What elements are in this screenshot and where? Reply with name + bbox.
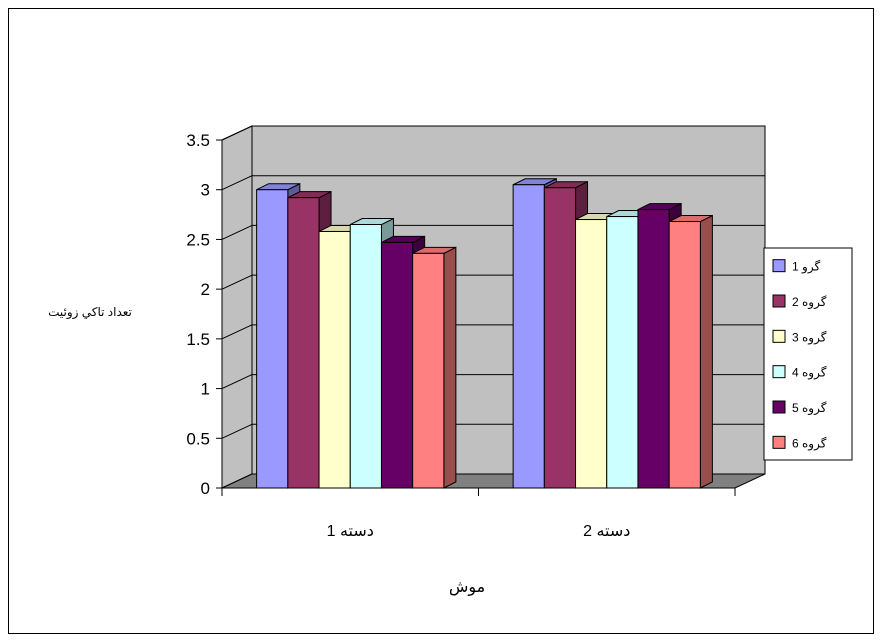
- y-tick-label: 0: [201, 479, 210, 498]
- legend-item: گرو 1: [772, 259, 820, 275]
- bar: [412, 246, 457, 489]
- y-tick-label: 3.5: [186, 131, 210, 150]
- y-tick-label: 1: [201, 380, 210, 399]
- legend-box: [763, 247, 853, 461]
- legend-swatch: [772, 365, 786, 379]
- gridline-side: [221, 423, 253, 439]
- y-tick-label: 2.5: [186, 230, 210, 249]
- legend-item: گروه 5: [772, 400, 827, 416]
- legend-label: گروه 2: [792, 295, 827, 310]
- legend-label: گرو 1: [792, 260, 820, 275]
- y-tick-label: 0.5: [186, 429, 210, 448]
- legend-label: گروه 5: [792, 401, 827, 416]
- gridline-side: [221, 274, 253, 290]
- gridline-side: [221, 324, 253, 340]
- gridline-side: [221, 374, 253, 390]
- legend-label: گروه 4: [792, 366, 827, 381]
- gridline-side: [221, 125, 253, 141]
- legend-label: گروه 3: [792, 330, 827, 345]
- side-wall: [221, 125, 253, 489]
- legend-item: گروه 3: [772, 329, 827, 345]
- y-tick-label: 2: [201, 280, 210, 299]
- gridline-side: [221, 224, 253, 240]
- x-axis-title: موش: [449, 579, 485, 597]
- y-axis-title: تعداد تاكي زوئيت: [48, 305, 132, 320]
- x-tick-label: دسته 2: [583, 523, 630, 540]
- legend-label: گروه 6: [792, 436, 827, 451]
- legend-swatch: [772, 435, 786, 449]
- y-tick-label: 1.5: [186, 330, 210, 349]
- y-tick-label: 3: [201, 181, 210, 200]
- x-tick-label: دسته 1: [327, 523, 374, 540]
- legend-item: گروه 2: [772, 294, 827, 310]
- legend: گرو 1 گروه 2 گروه 3 گروه 4 گروه 5 گروه 6: [763, 247, 853, 461]
- legend-swatch: [772, 400, 786, 414]
- legend-swatch: [772, 259, 786, 273]
- bar: [668, 214, 713, 489]
- gridline-side: [221, 175, 253, 191]
- legend-swatch: [772, 294, 786, 308]
- legend-item: گروه 4: [772, 365, 827, 381]
- legend-swatch: [772, 329, 786, 343]
- legend-item: گروه 6: [772, 435, 827, 451]
